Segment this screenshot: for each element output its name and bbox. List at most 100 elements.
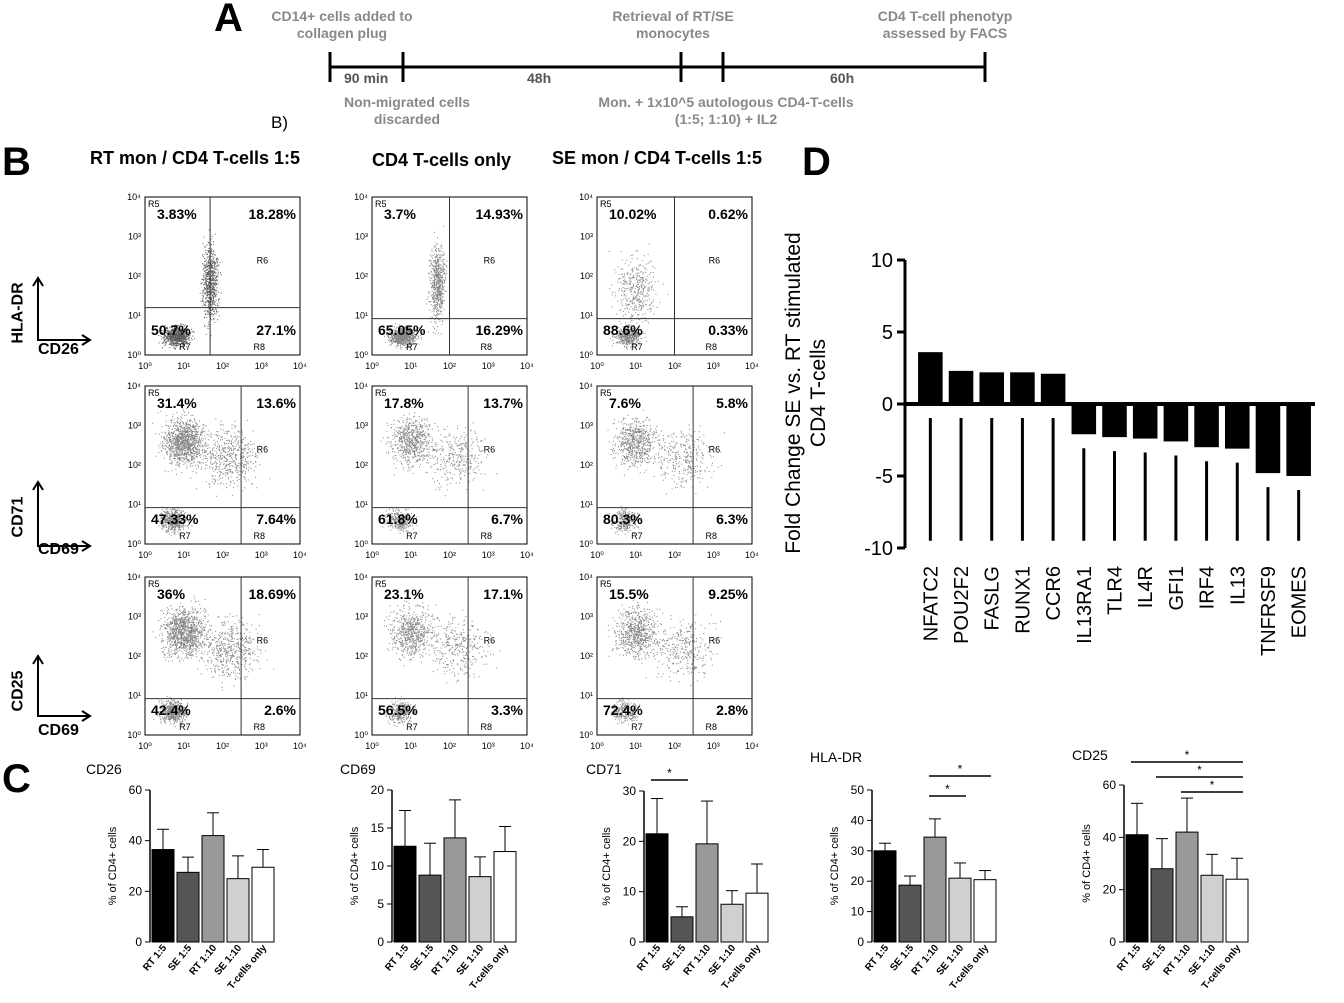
c-y-tick-label: 20 [129, 884, 143, 898]
facs-x-tick: 10⁰ [590, 361, 604, 371]
facs-x-tick: 10⁴ [520, 550, 534, 560]
c-bar [645, 833, 669, 943]
column-title-tcells: CD4 T-cells only [372, 150, 512, 170]
facs-y-tick: 10² [355, 271, 368, 281]
facs-events [384, 225, 448, 351]
c-y-tick-label: 30 [623, 784, 637, 798]
facs-x-tick: 10⁴ [293, 361, 307, 371]
c-category-label: RT 1:5 [863, 943, 891, 974]
c-y-tick-label: 0 [1109, 935, 1116, 949]
facs-x-tick: 10⁰ [590, 550, 604, 560]
facs-region-r6: R6 [257, 255, 269, 265]
c-y-axis-label: % of CD4+ cells [829, 826, 841, 905]
facs-quadrant-percent: 0.62% [708, 206, 748, 222]
facs-y-tick: 10¹ [580, 691, 593, 701]
c-y-tick-label: 10 [371, 859, 385, 873]
c-category-label: RT 1:5 [635, 943, 663, 974]
facs-region-r5: R5 [148, 199, 160, 209]
panel-b-letter: B [2, 140, 31, 184]
facs-x-tick: 10³ [707, 741, 720, 751]
c-bar [1150, 868, 1174, 943]
c-y-tick-label: 0 [629, 935, 636, 949]
facs-y-tick: 10⁰ [354, 730, 368, 740]
facs-quadrant-percent: 23.1% [384, 586, 424, 602]
facs-y-tick: 10² [355, 651, 368, 661]
d-y-tick-label: -5 [875, 466, 893, 488]
facs-x-tick: 10² [216, 550, 229, 560]
facs-x-tick: 10³ [482, 361, 495, 371]
facs-quadrant-percent: 65.05% [378, 322, 426, 338]
facs-quadrant-percent: 14.93% [476, 206, 524, 222]
facs-frame [596, 576, 753, 736]
facs-region-r8: R8 [254, 722, 266, 732]
facs-quadrant-percent: 61.8% [378, 511, 418, 527]
facs-y-tick: 10³ [355, 421, 368, 431]
c-y-axis-label: % of CD4+ cells [349, 826, 361, 905]
c-chart-title: CD26 [86, 761, 122, 777]
facs-events [152, 595, 275, 728]
facs-quadrant-percent: 9.25% [708, 586, 748, 602]
panel-d-letter: D [802, 140, 831, 184]
c-significance-star: * [1210, 778, 1215, 792]
facs-y-tick: 10² [128, 460, 141, 470]
c-y-axis-label: % of CD4+ cells [1081, 824, 1093, 903]
d-bar [1040, 373, 1066, 404]
facs-region-r7: R7 [179, 722, 191, 732]
facs-y-tick: 10³ [355, 612, 368, 622]
facs-dots [380, 407, 498, 534]
facs-quadrant-percent: 17.1% [483, 586, 523, 602]
facs-dots [607, 409, 725, 536]
facs-region-r7: R7 [406, 342, 418, 352]
d-bar [948, 370, 974, 404]
facs-region-r7: R7 [179, 342, 191, 352]
c-category-label: RT 1:5 [1115, 943, 1143, 974]
facs-x-tick: 10⁰ [365, 550, 379, 560]
c-chart-title: CD71 [586, 761, 622, 777]
facs-region-r8: R8 [254, 531, 266, 541]
facs-y-tick: 10³ [128, 612, 141, 622]
facs-frame [144, 196, 301, 356]
c-bar [745, 892, 769, 943]
facs-x-tick: 10⁴ [745, 361, 759, 371]
facs-x-tick: 10² [668, 741, 681, 751]
facs-region-r6: R6 [257, 444, 269, 454]
c-bar [393, 845, 417, 943]
d-category-label: RUNX1 [1012, 566, 1034, 634]
facs-region-r7: R7 [631, 342, 643, 352]
facs-x-tick: 10³ [255, 550, 268, 560]
facs-region-r6: R6 [484, 635, 496, 645]
facs-region-r7: R7 [631, 531, 643, 541]
facs-quadrant-percent: 0.33% [708, 322, 748, 338]
facs-frame [596, 385, 753, 545]
facs-plot: 10⁰ 10⁰ 10¹ 10¹ 10² 10² 10³ 10³ 10⁴ 10⁴ 3.83% 18.28… [115, 187, 310, 375]
facs-plot: 10⁰ 10⁰ 10¹ 10¹ 10² 10² 10³ 10³ 10⁴ 10⁴ 10.02% 0.62… [567, 187, 762, 375]
facs-region-r8: R8 [706, 531, 718, 541]
facs-events [608, 243, 669, 351]
facs-region-r6: R6 [709, 444, 721, 454]
d-category-label: IRF4 [1197, 566, 1219, 609]
facs-y-tick: 10² [355, 460, 368, 470]
facs-events [380, 407, 498, 534]
facs-y-tick: 10² [580, 271, 593, 281]
c-category-label: RT 1:5 [383, 943, 411, 974]
facs-y-tick: 10⁴ [127, 192, 141, 202]
facs-region-r8: R8 [481, 342, 493, 352]
d-category-label: IL4R [1135, 566, 1157, 608]
facs-y-tick: 10² [580, 651, 593, 661]
c-bar [695, 843, 719, 943]
facs-quadrant-percent: 18.28% [249, 206, 297, 222]
facs-x-tick: 10² [216, 361, 229, 371]
facs-y-tick: 10⁰ [127, 730, 141, 740]
c-bar [973, 879, 997, 943]
panel-a-letter: A [214, 0, 243, 40]
d-category-label: FASLG [982, 566, 1004, 630]
timeline-segment-60h: 60h [830, 70, 855, 86]
facs-plot: 10⁰ 10⁰ 10¹ 10¹ 10² 10² 10³ 10³ 10⁴ 10⁴ 15.5% 9.25%… [567, 567, 762, 755]
facs-quadrant-percent: 50.7% [151, 322, 191, 338]
facs-y-tick: 10⁴ [127, 572, 141, 582]
c-bar [873, 850, 897, 943]
d-category-label: GFI1 [1166, 566, 1188, 610]
facs-region-r6: R6 [257, 635, 269, 645]
facs-x-tick: 10⁰ [590, 741, 604, 751]
